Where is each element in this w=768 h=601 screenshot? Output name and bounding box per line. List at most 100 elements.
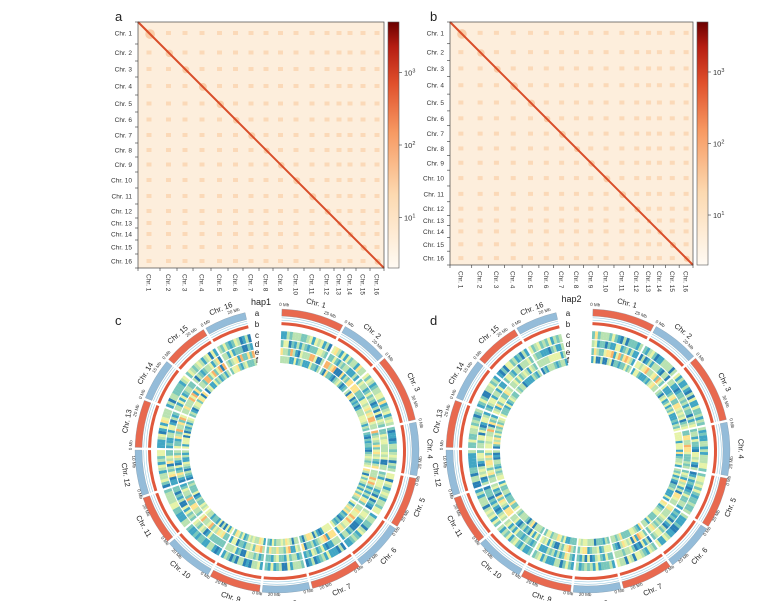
density-cell-track-d	[548, 548, 553, 556]
density-cell-track-d	[367, 499, 376, 506]
interchromosomal-contact	[493, 100, 499, 105]
density-cell-track-f	[551, 532, 557, 540]
density-cell-track-c	[157, 452, 166, 457]
density-cell-track-c	[378, 496, 387, 503]
density-cell-track-f	[520, 382, 527, 390]
density-cell-track-e	[654, 518, 662, 526]
density-cell-track-e	[498, 498, 506, 504]
interchromosomal-contact	[559, 100, 565, 105]
density-cell-track-f	[569, 537, 573, 545]
density-cell-track-c	[158, 427, 168, 432]
density-cell-track-d	[673, 387, 681, 394]
interchromosomal-contact	[233, 50, 238, 55]
interchromosomal-contact	[182, 84, 188, 88]
density-cell-track-f	[286, 538, 291, 546]
density-cell-track-c	[486, 510, 495, 518]
density-cell-track-e	[553, 541, 558, 549]
density-cell-track-f	[359, 480, 367, 486]
interchromosomal-contact	[588, 131, 594, 136]
density-cell-track-f	[334, 379, 342, 387]
interchromosomal-contact	[619, 116, 625, 121]
track-label: f	[567, 356, 570, 365]
density-cell-track-e	[181, 487, 190, 493]
density-cell-track-d	[646, 535, 653, 543]
density-cell-track-d	[200, 526, 208, 534]
density-cell-track-c	[491, 377, 500, 385]
density-cell-track-c	[523, 348, 531, 357]
density-cell-track-f	[348, 396, 357, 403]
density-cell-track-e	[676, 485, 685, 491]
density-cell-track-e	[637, 531, 644, 540]
y-tick-label: Chr. 13	[111, 221, 132, 228]
density-cell-track-e	[515, 518, 522, 526]
density-cell-track-f	[253, 358, 258, 366]
density-cell-track-f	[345, 504, 353, 511]
density-cell-track-e	[227, 359, 234, 367]
interchromosomal-contact	[309, 221, 315, 225]
density-cell-track-c	[511, 356, 519, 365]
density-cell-track-d	[331, 356, 338, 364]
density-cell-track-e	[671, 400, 679, 406]
density-cell-track-d	[478, 465, 486, 470]
track-b	[459, 404, 471, 448]
density-cell-track-d	[380, 449, 389, 453]
interchromosomal-contact	[293, 209, 299, 213]
density-cell-track-e	[368, 420, 377, 426]
density-cell-track-e	[251, 544, 256, 552]
density-cell-track-f	[222, 523, 229, 531]
density-cell-track-c	[473, 413, 482, 419]
density-cell-track-d	[229, 545, 235, 553]
track-b	[308, 553, 352, 576]
density-cell-track-d	[320, 350, 327, 358]
density-cell-track-c	[520, 349, 528, 359]
density-cell-track-e	[612, 351, 617, 359]
interchromosomal-contact	[477, 229, 483, 234]
density-cell-track-e	[486, 428, 495, 433]
interchromosomal-contact	[493, 116, 499, 121]
density-cell-track-f	[671, 421, 679, 426]
ideogram-tick-label: 20 Mb	[227, 307, 241, 316]
density-cell-track-c	[653, 353, 661, 362]
density-cell-track-d	[195, 373, 203, 381]
density-cell-track-c	[157, 458, 166, 463]
interchromosomal-contact	[199, 232, 205, 236]
density-cell-track-d	[599, 340, 603, 348]
interchromosomal-contact	[619, 176, 625, 181]
density-cell-track-d	[479, 473, 488, 478]
density-cell-track-e	[683, 458, 691, 462]
interchromosomal-contact	[603, 206, 609, 211]
interchromosomal-contact	[336, 50, 342, 55]
interchromosomal-contact	[293, 50, 299, 55]
density-cell-track-c	[280, 331, 285, 340]
interchromosomal-contact	[324, 31, 330, 35]
density-cell-track-d	[167, 429, 175, 434]
heatmap-diagonal	[449, 21, 694, 266]
density-cell-track-d	[492, 504, 501, 511]
interchromosomal-contact	[182, 232, 188, 236]
interchromosomal-contact	[683, 83, 689, 88]
interchromosomal-contact	[166, 178, 171, 182]
interchromosomal-contact	[543, 256, 549, 261]
density-cell-track-f	[361, 474, 369, 479]
interchromosomal-contact	[233, 148, 238, 152]
density-cell-track-c	[468, 455, 477, 460]
interchromosomal-contact	[336, 178, 342, 182]
density-cell-track-c	[608, 333, 613, 342]
density-cell-track-e	[562, 350, 567, 359]
interchromosomal-contact	[182, 194, 188, 198]
density-cell-track-f	[208, 511, 215, 519]
interchromosomal-contact	[603, 100, 609, 105]
interchromosomal-contact	[493, 242, 499, 247]
density-cell-track-d	[213, 536, 220, 544]
density-cell-track-e	[242, 541, 247, 549]
density-cell-track-e	[545, 356, 551, 364]
density-cell-track-e	[176, 426, 184, 431]
density-cell-track-d	[494, 506, 502, 513]
density-cell-track-e	[673, 491, 682, 498]
density-cell-track-f	[508, 499, 517, 506]
chromosome-label: Chr. 12	[120, 462, 133, 487]
density-cell-track-c	[166, 400, 176, 407]
density-cell-track-e	[674, 489, 683, 495]
interchromosomal-contact	[360, 232, 366, 236]
interchromosomal-contact	[646, 116, 652, 121]
